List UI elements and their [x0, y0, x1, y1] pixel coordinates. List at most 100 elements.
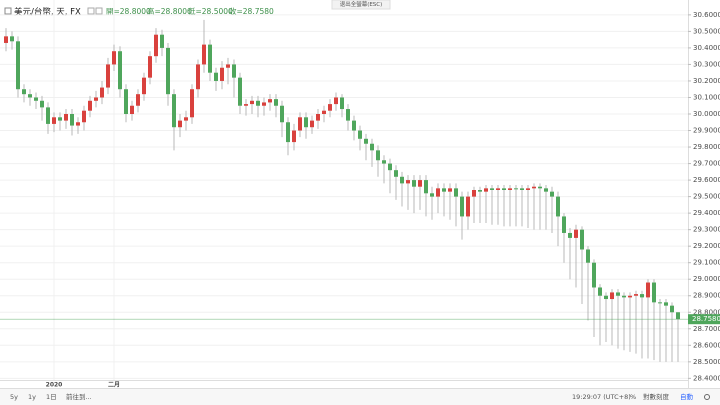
range-button[interactable]: 1y — [28, 393, 36, 401]
y-tick-label: 29.2000 — [693, 242, 720, 250]
candle-body — [388, 163, 392, 171]
exit-fullscreen-button[interactable] — [331, 0, 391, 10]
candle-body — [574, 229, 578, 238]
candle-body — [634, 294, 638, 296]
candle-body — [298, 117, 302, 131]
candle-body — [4, 36, 8, 43]
y-tick-label: 30.1000 — [693, 93, 720, 101]
candle-body — [490, 188, 494, 190]
candle-body — [442, 188, 446, 192]
candle-body — [244, 104, 248, 106]
candle-body — [382, 160, 386, 164]
candle-body — [610, 292, 614, 300]
candle-body — [268, 99, 272, 103]
candle-body — [358, 130, 362, 139]
candle-body — [586, 249, 590, 263]
y-tick-label: 29.5000 — [693, 193, 720, 201]
candle-body — [112, 51, 116, 65]
candle-body — [292, 130, 296, 143]
candle-body — [604, 295, 608, 300]
candle-body — [628, 295, 632, 298]
candle-body — [418, 180, 422, 187]
y-tick-label: 30.5000 — [693, 27, 720, 35]
candle-body — [514, 188, 518, 190]
candle-body — [526, 188, 530, 190]
y-tick-label: 28.6000 — [693, 341, 720, 349]
collapse-icon[interactable] — [4, 7, 12, 15]
icon[interactable] — [87, 7, 95, 15]
candle-body — [172, 94, 176, 128]
candle-body — [82, 110, 86, 123]
range-button[interactable]: 5y — [10, 393, 18, 401]
candle-body — [262, 102, 266, 106]
candle-body — [310, 120, 314, 128]
candle-body — [538, 186, 542, 189]
candle-body — [280, 105, 284, 123]
candle-body — [424, 180, 428, 194]
x-tick-label: 2020 — [46, 382, 63, 389]
price-label-box — [688, 314, 720, 325]
log-button[interactable]: 對數刻度 — [643, 392, 670, 401]
goto-button[interactable]: 前往到... — [66, 392, 92, 401]
candle-body — [118, 51, 122, 90]
candle-body — [130, 105, 134, 114]
candle-body — [376, 150, 380, 161]
candle-body — [28, 94, 32, 98]
candle-body — [406, 180, 410, 184]
candle-body — [466, 196, 470, 217]
candle-body — [256, 100, 260, 106]
candle-body — [154, 34, 158, 57]
candle-body — [106, 64, 110, 88]
symbol: 美元/台幣, 天, FX — [14, 7, 81, 18]
exit-fullscreen[interactable]: 退出全螢幕(ESC) — [340, 0, 383, 8]
candle-body — [436, 188, 440, 197]
settings-icon[interactable] — [704, 394, 710, 400]
candle-body — [166, 47, 170, 95]
candle-body — [250, 100, 254, 105]
candle-body — [430, 193, 434, 197]
candle-body — [370, 143, 374, 151]
candle-body — [22, 89, 26, 95]
candle-body — [70, 114, 74, 126]
auto-button[interactable]: 自動 — [680, 392, 694, 401]
candle-body — [58, 117, 62, 121]
candle-body — [220, 67, 224, 81]
candle-body — [52, 117, 56, 124]
candle-body — [322, 110, 326, 114]
candle-body — [100, 87, 104, 98]
candle-body — [328, 104, 332, 111]
candle-body — [334, 97, 338, 105]
y-tick-label: 29.9000 — [693, 127, 720, 135]
candle-body — [592, 262, 596, 288]
candle-body — [124, 89, 128, 114]
candle-body — [550, 191, 554, 197]
y-tick-label: 29.0000 — [693, 275, 720, 283]
ohlc-open: 開=28.8000 — [106, 7, 151, 16]
candle-body — [448, 188, 452, 192]
candle-body — [16, 41, 20, 90]
y-tick-label: 29.8000 — [693, 143, 720, 151]
y-tick-label: 29.1000 — [693, 259, 720, 267]
candle-body — [616, 292, 620, 296]
candle-body — [562, 216, 566, 233]
range-button[interactable]: 1日 — [46, 393, 57, 401]
candle-body — [238, 77, 242, 106]
y-tick-label: 28.7000 — [693, 325, 720, 333]
candle-body — [568, 232, 572, 238]
candle-body — [142, 77, 146, 95]
candle-body — [670, 305, 674, 313]
price-label: 28.7580 — [692, 315, 720, 323]
candle-body — [658, 302, 662, 304]
candle-body — [226, 64, 230, 68]
candle-body — [508, 188, 512, 190]
candle-body — [652, 282, 656, 303]
candle-body — [544, 188, 548, 192]
icon[interactable] — [95, 7, 103, 15]
candle-body — [346, 109, 350, 121]
y-tick-label: 28.5000 — [693, 358, 720, 366]
y-tick-label: 29.3000 — [693, 226, 720, 234]
clock: 19:29:07 (UTC+8) — [572, 393, 631, 401]
candle-body — [76, 122, 80, 126]
percent-button[interactable]: % — [630, 393, 636, 401]
candle-body — [496, 188, 500, 190]
